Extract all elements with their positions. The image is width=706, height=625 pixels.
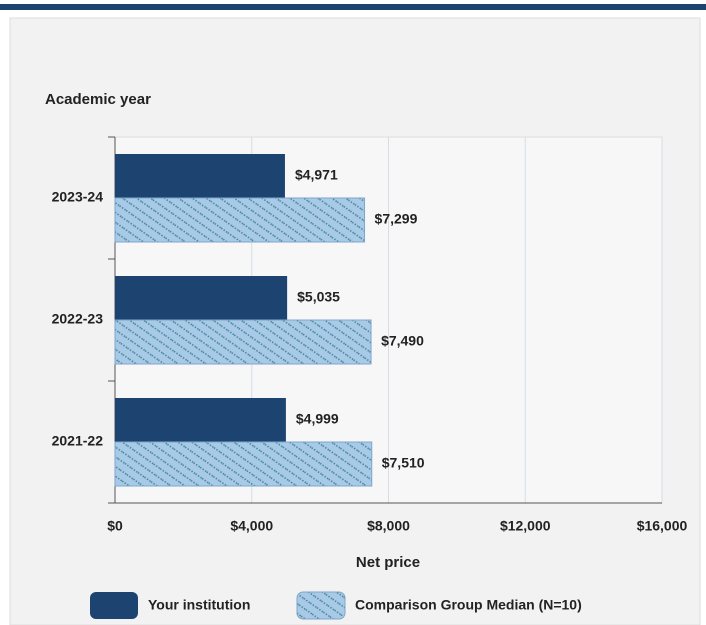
bar xyxy=(114,441,373,487)
value-label: $7,510 xyxy=(382,455,425,471)
value-label: $7,490 xyxy=(381,333,424,349)
y-tick-label: 2023-24 xyxy=(52,189,104,205)
value-label: $4,971 xyxy=(295,167,338,183)
bar xyxy=(114,197,366,243)
legend-label: Comparison Group Median (N=10) xyxy=(355,597,582,613)
x-tick-label: $0 xyxy=(107,518,123,534)
x-tick-label: $8,000 xyxy=(367,518,410,534)
bar xyxy=(115,276,288,320)
x-tick-label: $12,000 xyxy=(500,518,551,534)
x-tick-label: $4,000 xyxy=(230,518,273,534)
x-tick-label: $16,000 xyxy=(637,518,688,534)
value-label: $7,299 xyxy=(375,211,418,227)
bar xyxy=(114,319,372,365)
bar xyxy=(115,154,285,198)
y-tick-label: 2022-23 xyxy=(52,311,104,327)
y-tick-label: 2021-22 xyxy=(52,433,104,449)
bar xyxy=(115,398,286,442)
value-label: $4,999 xyxy=(296,411,339,427)
x-axis-title: Net price xyxy=(356,554,420,571)
legend-swatch xyxy=(90,592,138,619)
legend-swatch xyxy=(296,591,346,620)
y-axis-title: Academic year xyxy=(45,91,151,108)
legend-label: Your institution xyxy=(148,597,250,613)
top-bar xyxy=(0,4,706,10)
value-label: $5,035 xyxy=(297,289,340,305)
